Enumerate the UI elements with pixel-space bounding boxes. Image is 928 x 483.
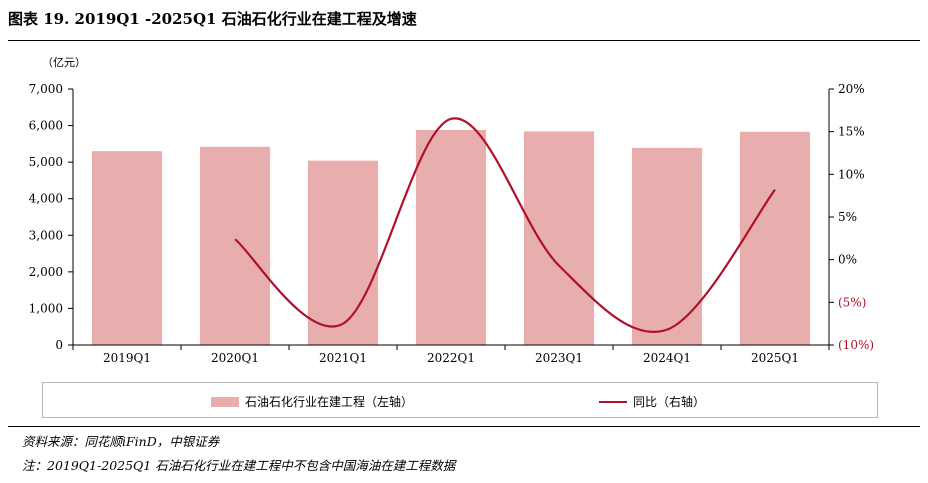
x-tick-label-2022Q1: 2022Q1 <box>427 351 475 365</box>
x-tick-label-2020Q1: 2020Q1 <box>211 351 259 365</box>
legend-label-bars: 石油石化行业在建工程（左轴） <box>245 395 414 409</box>
right-tick-label-0: 0% <box>838 253 857 267</box>
left-tick-label-3000: 3,000 <box>29 228 63 242</box>
combo-chart: （亿元） 0 1,000 2,000 3,000 4,000 5,000 6,000 7,00… <box>29 56 874 365</box>
x-tick-label-2025Q1: 2025Q1 <box>751 351 799 365</box>
legend: 石油石化行业在建工程（左轴） 同比（右轴） <box>42 382 878 418</box>
legend-item-line: 同比（右轴） <box>599 393 705 410</box>
left-axis-ticks: 0 1,000 2,000 3,000 4,000 5,000 6,000 7,000 <box>29 82 73 352</box>
right-tick-label-10: 10% <box>838 167 865 181</box>
x-axis-ticks: 2019Q1 2020Q1 2021Q1 2022Q1 2023Q1 2024Q1 2025… <box>72 345 830 365</box>
legend-label-line: 同比（右轴） <box>633 395 706 409</box>
data-note: 注：2019Q1-2025Q1 石油石化行业在建工程中不包含中国海油在建工程数据 <box>22 458 456 473</box>
yoy-growth-line <box>234 117 776 333</box>
footer-divider <box>8 426 920 427</box>
y-axis-label: （亿元） <box>42 56 86 69</box>
right-tick-label-5: 5% <box>838 210 857 224</box>
left-tick-label-0: 0 <box>55 338 63 352</box>
legend-swatch-bars <box>211 396 239 407</box>
right-axis-ticks: (10%) (5%) 0% 5% 10% 15% 20% <box>829 82 874 352</box>
right-tick-label-15: 15% <box>838 125 865 139</box>
right-tick-label-20: 20% <box>838 82 865 96</box>
x-tick-label-2021Q1: 2021Q1 <box>319 351 367 365</box>
left-tick-label-2000: 2,000 <box>29 265 63 279</box>
bar-2022Q1 <box>415 129 487 345</box>
bar-series <box>91 129 811 345</box>
bar-2025Q1 <box>739 131 811 345</box>
source-note: 资料来源：同花顺iFinD，中银证券 <box>22 434 220 449</box>
legend-item-bars: 石油石化行业在建工程（左轴） <box>211 393 413 410</box>
x-tick-label-2019Q1: 2019Q1 <box>103 351 151 365</box>
x-tick-label-2023Q1: 2023Q1 <box>535 351 583 365</box>
right-tick-label--10: (10%) <box>838 338 874 352</box>
bar-2019Q1 <box>91 151 163 345</box>
bar-2020Q1 <box>199 146 271 345</box>
left-tick-label-6000: 6,000 <box>29 119 63 133</box>
title-divider <box>8 40 920 41</box>
line-series <box>234 117 776 333</box>
bar-2024Q1 <box>631 147 703 345</box>
left-tick-label-1000: 1,000 <box>29 301 63 315</box>
bar-2021Q1 <box>307 160 379 345</box>
x-tick-label-2024Q1: 2024Q1 <box>643 351 691 365</box>
left-tick-label-4000: 4,000 <box>29 192 63 206</box>
left-tick-label-7000: 7,000 <box>29 82 63 96</box>
right-tick-label--5: (5%) <box>838 295 866 309</box>
chart-title: 图表 19. 2019Q1 -2025Q1 石油石化行业在建工程及增速 <box>8 10 417 28</box>
left-tick-label-5000: 5,000 <box>29 155 63 169</box>
bar-2023Q1 <box>523 131 595 345</box>
legend-swatch-line <box>599 400 627 403</box>
